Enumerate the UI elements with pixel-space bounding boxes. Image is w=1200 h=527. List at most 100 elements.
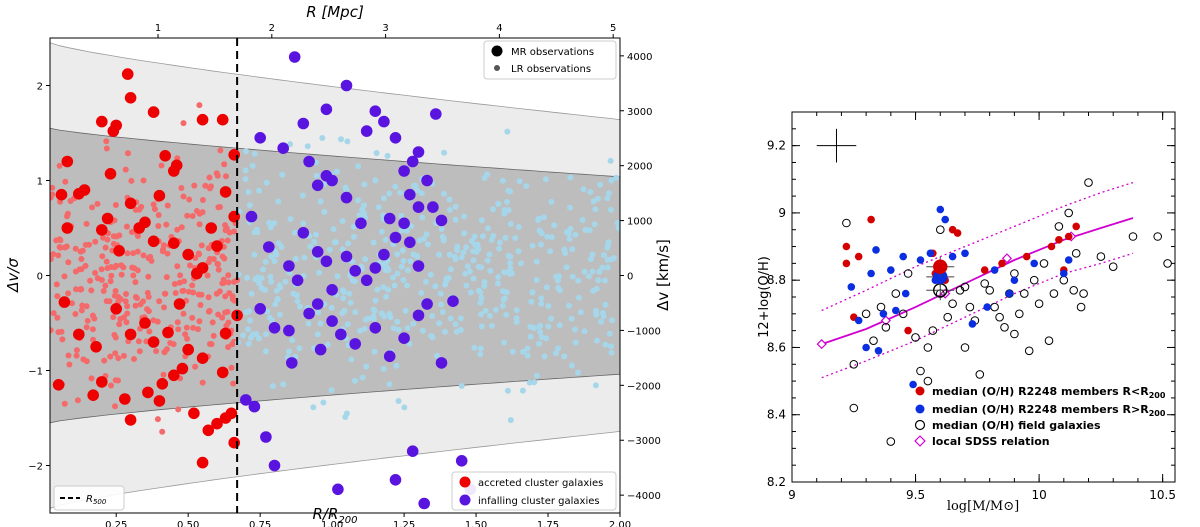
field-galaxy-point xyxy=(898,309,908,319)
mr-infalling-point xyxy=(406,445,419,458)
lr-infalling-point xyxy=(333,168,340,175)
outer-member-point xyxy=(916,256,925,264)
lr-accreted-point xyxy=(59,336,66,343)
mr-accreted-point xyxy=(124,414,137,426)
mr-accreted-point xyxy=(78,184,91,196)
lr-accreted-point xyxy=(94,200,101,207)
lr-infalling-point xyxy=(347,299,354,306)
lr-infalling-point xyxy=(414,187,421,194)
lr-infalling-point xyxy=(451,253,458,260)
lr-infalling-point xyxy=(380,284,387,291)
y-tick-label-right: −2000 xyxy=(627,381,661,392)
lr-accreted-point xyxy=(143,338,150,345)
lr-accreted-point xyxy=(132,279,139,286)
lr-infalling-point xyxy=(563,264,570,271)
top-tick-label: 3 xyxy=(382,23,388,34)
lr-infalling-point xyxy=(500,296,507,303)
lr-infalling-point xyxy=(604,264,611,271)
mr-infalling-point xyxy=(418,497,431,510)
mr-infalling-point xyxy=(248,400,261,413)
outer-member-point xyxy=(899,252,907,261)
field-galaxy-point xyxy=(1024,346,1034,356)
lr-infalling-point xyxy=(267,273,274,280)
lr-infalling-point xyxy=(518,260,525,267)
field-galaxy-point xyxy=(995,312,1004,322)
mr-accreted-point xyxy=(96,376,108,388)
lr-infalling-point xyxy=(541,214,547,221)
lr-infalling-point xyxy=(395,398,402,404)
lr-infalling-point xyxy=(484,257,491,264)
lr-infalling-point xyxy=(246,202,253,209)
lr-infalling-point xyxy=(477,351,484,358)
lr-accreted-point xyxy=(221,255,228,262)
lr-accreted-point xyxy=(226,229,233,236)
mr-infalling-point xyxy=(340,191,353,204)
lr-infalling-point xyxy=(350,223,357,230)
lr-infalling-point xyxy=(324,341,331,348)
lr-infalling-point xyxy=(531,379,538,386)
lr-accreted-point xyxy=(107,353,114,360)
lr-infalling-point xyxy=(297,303,303,310)
lr-infalling-point xyxy=(478,217,485,224)
lr-infalling-point xyxy=(436,251,443,258)
lr-accreted-point xyxy=(145,273,152,280)
lr-infalling-point xyxy=(244,274,250,281)
field-galaxy-point xyxy=(1163,259,1172,268)
lr-infalling-point xyxy=(461,230,468,237)
mr-infalling-point xyxy=(369,322,382,334)
lr-infalling-point xyxy=(287,216,294,222)
mr-accreted-point xyxy=(87,389,99,402)
lr-infalling-point xyxy=(600,252,607,258)
lr-infalling-point xyxy=(579,216,586,223)
mr-infalling-point xyxy=(412,309,425,322)
lr-infalling-point xyxy=(398,263,405,270)
field-galaxy-point xyxy=(916,366,925,376)
lr-accreted-point xyxy=(134,248,141,255)
lr-accreted-point xyxy=(185,288,192,295)
lr-accreted-point xyxy=(177,272,184,279)
lr-accreted-point xyxy=(50,251,57,258)
lr-infalling-point xyxy=(457,326,464,333)
lr-infalling-point xyxy=(310,404,317,411)
lr-infalling-point xyxy=(386,190,393,197)
lr-accreted-point xyxy=(164,250,171,257)
lr-infalling-point xyxy=(602,301,609,308)
lr-accreted-point xyxy=(189,282,196,289)
x-tick-label: 1.00 xyxy=(321,520,343,527)
lr-infalling-point xyxy=(600,313,607,320)
lr-infalling-point xyxy=(307,243,314,250)
lr-accreted-point xyxy=(55,252,62,259)
lr-infalling-point xyxy=(597,181,604,188)
sdss-diamond xyxy=(880,315,891,326)
mr-infalling-point xyxy=(268,459,281,472)
lr-accreted-point xyxy=(205,245,212,252)
lr-infalling-point xyxy=(370,239,377,246)
lr-accreted-point xyxy=(88,375,95,382)
lr-accreted-point xyxy=(155,212,162,218)
lr-infalling-point xyxy=(461,213,468,220)
y-tick-label-right-chart: 8.6 xyxy=(767,340,786,354)
mr-infalling-point xyxy=(311,298,324,310)
mr-accreted-point xyxy=(153,395,166,407)
field-galaxy-point xyxy=(965,302,975,312)
inner-member-point xyxy=(842,259,851,268)
mr-infalling-point xyxy=(398,217,410,230)
lr-accreted-point xyxy=(110,240,117,247)
lr-infalling-point xyxy=(383,293,390,300)
lr-infalling-point xyxy=(538,300,545,307)
lr-infalling-point xyxy=(391,282,398,289)
y-tick-label-left: 1 xyxy=(37,177,43,188)
mr-accreted-point xyxy=(205,222,217,234)
lr-infalling-point xyxy=(434,352,440,359)
lr-infalling-point xyxy=(486,251,493,258)
x-tick-label-right: 9 xyxy=(788,488,796,502)
lr-infalling-point xyxy=(427,271,434,278)
lr-infalling-point xyxy=(351,233,357,240)
field-galaxy-point xyxy=(1084,178,1093,187)
lr-infalling-point xyxy=(548,315,555,322)
galaxy-points xyxy=(842,178,1172,446)
lr-infalling-point xyxy=(561,353,568,360)
lr-infalling-point xyxy=(446,251,453,258)
lr-infalling-point xyxy=(533,372,540,379)
lr-accreted-point xyxy=(196,318,203,325)
